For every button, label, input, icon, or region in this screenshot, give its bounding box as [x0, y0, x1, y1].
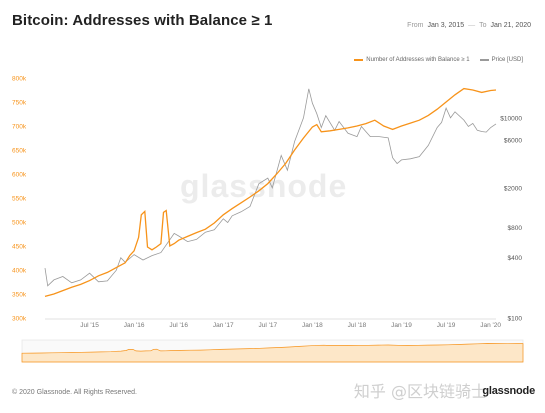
- y-left-tick-label: 300k: [12, 316, 27, 323]
- x-tick-label: Jul '19: [437, 322, 456, 329]
- y-left-tick-label: 350k: [12, 292, 27, 299]
- x-tick-label: Jul '18: [348, 322, 367, 329]
- x-tick-label: Jul '17: [259, 322, 278, 329]
- y-left-tick-label: 750k: [12, 100, 27, 107]
- x-tick-label: Jul '16: [169, 322, 188, 329]
- y-left-tick-label: 800k: [12, 76, 27, 83]
- y-left-tick-label: 600k: [12, 172, 27, 179]
- x-tick-label: Jul '15: [80, 322, 99, 329]
- legend-swatch-addresses: [354, 59, 364, 61]
- series-line-addresses: [44, 87, 497, 298]
- overlay-watermark: 知乎 @区块链骑士: [353, 382, 487, 401]
- copyright-footer: © 2020 Glassnode. All Rights Reserved.: [12, 389, 138, 396]
- brand-logo: glassnode: [482, 385, 535, 397]
- x-tick-label: Jan '16: [124, 322, 145, 329]
- y-right-tick-label: $6000: [504, 138, 522, 145]
- date-range-separator: —: [468, 22, 476, 29]
- date-to-value[interactable]: Jan 21, 2020: [490, 22, 531, 29]
- y-left-tick-label: 450k: [12, 244, 27, 251]
- y-right-tick-label: $400: [508, 255, 523, 262]
- x-tick-label: Jan '19: [391, 322, 412, 329]
- page-title: Bitcoin: Addresses with Balance ≥ 1: [12, 12, 273, 29]
- y-right-tick-label: $2000: [504, 185, 522, 192]
- y-left-tick-label: 650k: [12, 148, 27, 155]
- legend-item-addresses[interactable]: Number of Addresses with Balance ≥ 1: [354, 57, 470, 63]
- chart-legend: Number of Addresses with Balance ≥ 1 Pri…: [354, 57, 523, 63]
- date-to-label: To: [479, 22, 487, 29]
- x-tick-label: Jan '18: [302, 322, 323, 329]
- y-left-tick-label: 700k: [12, 124, 27, 131]
- legend-label-price: Price [USD]: [491, 57, 523, 63]
- background-watermark: glassnode: [180, 168, 348, 204]
- y-right-tick-label: $100: [508, 316, 523, 323]
- legend-item-price[interactable]: Price [USD]: [479, 57, 523, 63]
- x-tick-label: Jan '20: [480, 322, 501, 329]
- legend-label-addresses: Number of Addresses with Balance ≥ 1: [366, 57, 470, 63]
- y-left-tick-label: 500k: [12, 220, 27, 227]
- y-right-tick-label: $800: [508, 225, 523, 232]
- y-left-tick-label: 400k: [12, 268, 27, 275]
- legend-swatch-price: [479, 59, 489, 61]
- date-range[interactable]: From Jan 3, 2015 — To Jan 21, 2020: [407, 22, 531, 29]
- date-from-value[interactable]: Jan 3, 2015: [427, 22, 465, 29]
- y-left-tick-label: 550k: [12, 196, 27, 203]
- x-tick-label: Jan '17: [213, 322, 234, 329]
- y-right-tick-label: $10000: [500, 115, 522, 122]
- date-from-label: From: [407, 22, 424, 29]
- navigator-series-area: [21, 343, 524, 363]
- series-line-price: [44, 88, 497, 287]
